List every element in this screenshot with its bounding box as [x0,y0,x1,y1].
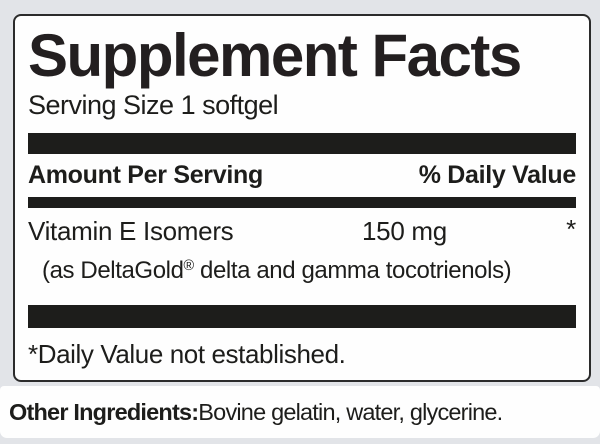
nutrient-daily-value-asterisk: * [566,214,576,245]
registered-trademark-mark: ® [183,257,195,274]
daily-value-footnote: *Daily Value not established. [28,339,346,370]
amount-per-serving-header: Amount Per Serving [28,161,263,190]
nutrient-amount: 150 mg [362,216,447,247]
other-ingredients-strip: Other Ingredients: Bovine gelatin, water… [0,386,600,438]
nutrient-source-detail: (as DeltaGold® delta and gamma tocotrien… [28,255,576,286]
detail-suffix: delta and gamma tocotrienols) [193,256,512,284]
supplement-facts-panel: Supplement Facts Serving Size 1 softgel … [13,14,591,382]
column-header-row: Amount Per Serving % Daily Value [28,154,576,197]
other-ingredients-label: Other Ingredients: [9,398,199,425]
divider-thin [28,197,576,209]
serving-size-line: Serving Size 1 softgel [28,90,279,120]
percent-daily-value-header: % Daily Value [418,161,577,190]
panel-title: Supplement Facts [28,22,522,89]
detail-prefix: (as DeltaGold [42,256,184,284]
nutrient-row: Vitamin E Isomers 150 mg * [28,214,576,248]
other-ingredients-value: Bovine gelatin, water, glycerine. [198,398,503,425]
divider-thick-bottom [28,305,576,329]
nutrient-name: Vitamin E Isomers [28,216,234,247]
divider-thick-top [28,133,576,155]
